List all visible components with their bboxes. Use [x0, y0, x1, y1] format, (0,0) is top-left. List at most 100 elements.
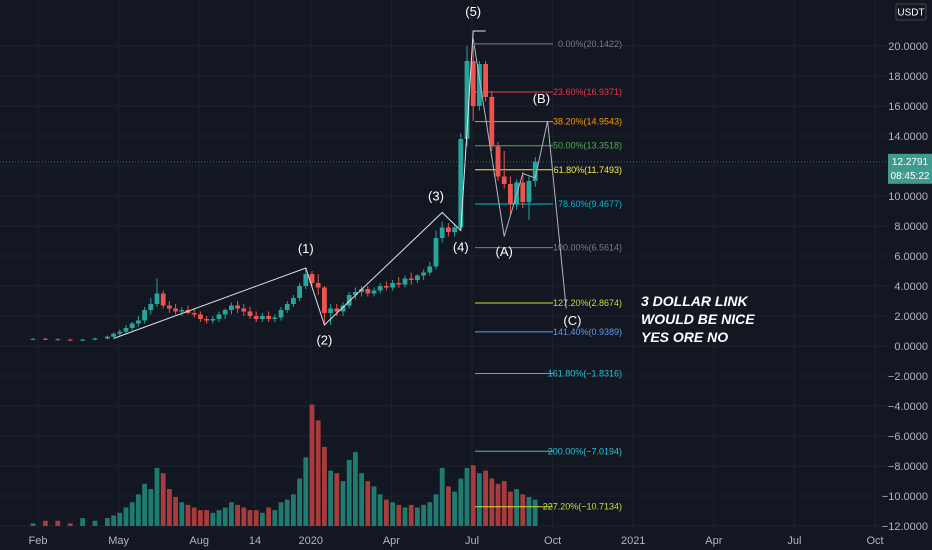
candle-body: [446, 227, 451, 232]
candle-body: [154, 293, 160, 304]
volume-bar: [272, 510, 278, 526]
candle-body: [142, 310, 147, 321]
volume-bar: [148, 489, 154, 526]
candle-body: [408, 278, 414, 280]
wave-label: (C): [563, 313, 581, 328]
volume-bar: [80, 518, 85, 526]
volume-bar: [105, 518, 110, 526]
x-tick-label: 14: [249, 535, 261, 547]
y-tick-label: 18.0000: [888, 71, 928, 83]
volume-bar: [284, 499, 290, 526]
candle-body: [303, 274, 309, 286]
y-tick-label: −12.0000: [882, 521, 928, 533]
volume-bar: [501, 481, 507, 526]
candle-body: [198, 314, 203, 319]
x-tick-label: Feb: [29, 535, 48, 547]
volume-bar: [303, 457, 309, 526]
fib-level-label: 100.00%(6.5614): [553, 243, 622, 253]
candle-body: [173, 308, 178, 312]
time-axis[interactable]: Feb May Aug 14 2020 Apr Jul Oct 2021 Apr Jul Oct: [29, 535, 884, 547]
candle-body: [421, 272, 426, 276]
candle-body: [328, 308, 333, 313]
candle-body: [167, 305, 172, 309]
volume-bar: [241, 507, 247, 526]
y-tick-label: 0.0000: [894, 341, 928, 353]
fib-level-label: 0.00%(20.1422): [558, 39, 622, 49]
corrective-wave-line[interactable]: [472, 38, 567, 309]
candle-body: [427, 266, 433, 273]
y-tick-label: 2.0000: [894, 311, 928, 323]
volume-bar: [421, 504, 426, 526]
volume-bar: [173, 496, 178, 526]
volume-bar: [427, 502, 433, 526]
volume-bar: [260, 512, 265, 526]
y-tick-label: 8.0000: [894, 221, 928, 233]
volume-bar: [160, 473, 166, 526]
candle-body: [235, 305, 240, 309]
candle-body: [396, 283, 402, 285]
candle-body: [43, 338, 48, 340]
price-axis-background[interactable]: [888, 0, 932, 550]
candle-body: [371, 290, 377, 294]
elliott-waves[interactable]: (1) (2) (3) (4) (5) (A) (B) (C): [113, 4, 582, 348]
candle-body: [129, 323, 135, 328]
candle-body: [340, 305, 346, 312]
candle-body: [284, 304, 290, 310]
x-tick-label: Aug: [189, 535, 209, 547]
volume-bar: [489, 478, 495, 526]
y-tick-label: 20.0000: [888, 41, 928, 53]
x-tick-label: Apr: [383, 535, 400, 547]
candle-body: [92, 338, 98, 340]
volume-bar: [446, 486, 451, 526]
volume-bar: [191, 507, 197, 526]
volume-bar: [520, 494, 526, 526]
price-tag[interactable]: 12.2791 08:45:22: [888, 153, 932, 184]
note-line-1: 3 DOLLAR LINK: [641, 293, 748, 309]
volume-bar: [532, 499, 538, 526]
candle-body: [532, 161, 538, 181]
candle-body: [179, 310, 185, 312]
impulse-wave-line[interactable]: [113, 30, 486, 339]
candle-body: [359, 289, 364, 292]
x-tick-label: Oct: [866, 535, 883, 547]
volume-bar: [508, 491, 513, 526]
wave-label: (A): [496, 244, 513, 259]
candle-body: [315, 283, 321, 288]
volume-bar: [43, 520, 48, 526]
candle-body: [402, 278, 408, 285]
candle-body: [470, 61, 476, 106]
annotation-note[interactable]: 3 DOLLAR LINK WOULD BE NICE YES ORE NO: [641, 293, 755, 345]
volume-bar: [297, 478, 302, 526]
candle-body: [452, 227, 457, 232]
price-tag-box: [888, 153, 932, 184]
fib-level-label: 141.40%(0.9389): [553, 327, 622, 337]
y-tick-label: −4.0000: [888, 401, 928, 413]
candle-body: [526, 181, 532, 202]
candle-body: [365, 289, 371, 294]
candle-body: [439, 227, 445, 238]
fibonacci-levels[interactable]: 0.00%(20.1422) 23.60%(16.9371) 38.20%(14.9…: [475, 39, 622, 512]
candle-body: [148, 304, 154, 310]
candle-body: [241, 308, 247, 312]
candle-body: [105, 336, 110, 339]
volume-bar: [123, 507, 129, 526]
currency-badge[interactable]: USDT: [895, 3, 927, 21]
volume-bar: [92, 520, 98, 526]
volume-bar: [179, 502, 185, 526]
candle-body: [253, 316, 259, 319]
volume-bar: [371, 486, 377, 526]
candle-body: [334, 308, 340, 312]
currency-badge-box: [895, 3, 927, 21]
volume-bar: [210, 512, 216, 526]
volume-bar: [291, 494, 296, 526]
candle-body: [483, 64, 488, 97]
candle-body: [464, 61, 470, 139]
x-tick-label: May: [108, 535, 129, 547]
candle-body: [229, 305, 234, 310]
volume-bar: [377, 494, 383, 526]
wave-label: (2): [316, 333, 332, 348]
candle-body: [123, 328, 129, 332]
volume-bar: [439, 467, 445, 526]
candle-body: [297, 286, 302, 298]
